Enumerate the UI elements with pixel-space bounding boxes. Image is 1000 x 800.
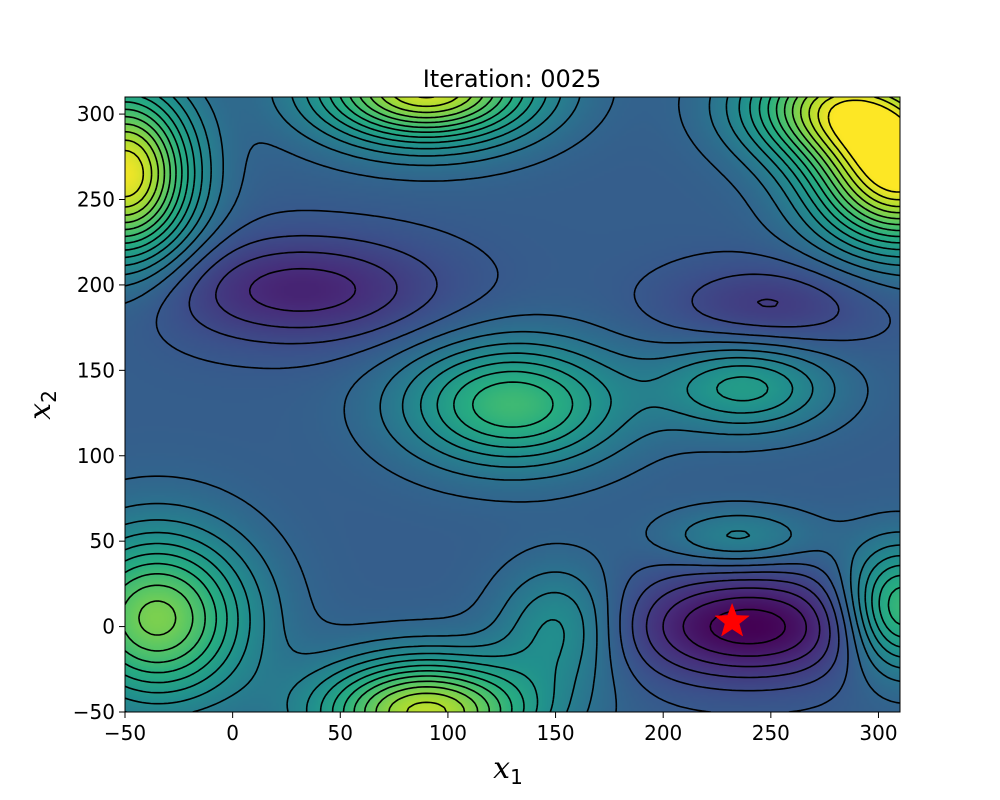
y-tick-label: −50	[73, 700, 115, 724]
contour-line	[125, 97, 900, 712]
x-tick-label: 150	[536, 721, 574, 745]
x-tick-label: 0	[226, 721, 239, 745]
y-tick-label: 150	[77, 358, 115, 382]
contour-line	[155, 209, 891, 712]
contour-line	[125, 97, 900, 712]
contour-line	[125, 97, 900, 712]
plot-area	[125, 97, 900, 712]
contour-line	[827, 99, 900, 193]
contour-line	[125, 97, 900, 712]
contour-line	[125, 97, 900, 712]
y-tick-label: 250	[77, 188, 115, 212]
x-tick-label: 200	[644, 721, 682, 745]
y-tick-label: 300	[77, 102, 115, 126]
y-tick-label: 100	[77, 444, 115, 468]
x-axis-label: x1	[493, 751, 523, 789]
contour-line	[248, 267, 821, 668]
heatmap-surface	[125, 97, 900, 712]
contour-line	[125, 97, 900, 712]
best-point-star-marker	[714, 602, 750, 637]
x-tick-label: 250	[752, 721, 790, 745]
contour-line	[125, 97, 900, 712]
contour-lines	[125, 97, 900, 712]
y-tick-label: 200	[77, 273, 115, 297]
y-axis-ticks: −50 0 50 100 150 200 250 300	[73, 102, 125, 724]
x-tick-label: −50	[104, 721, 146, 745]
contour-line	[125, 97, 900, 712]
y-tick-label: 0	[102, 615, 115, 639]
contour-line	[215, 251, 831, 679]
plot-frame	[124, 96, 901, 713]
x-axis-ticks: −50 0 50 100 150 200 250 300	[104, 712, 898, 745]
contour-line	[125, 97, 900, 712]
x-tick-label: 300	[859, 721, 897, 745]
y-axis-label: x2	[23, 390, 61, 420]
contour-line	[125, 97, 900, 712]
contour-line	[188, 234, 840, 692]
contour-line	[125, 97, 900, 201]
x-tick-label: 100	[429, 721, 467, 745]
plot-title: Iteration: 0025	[423, 65, 602, 93]
contour-line	[125, 97, 900, 712]
y-tick-label: 50	[90, 529, 115, 553]
x-tick-label: 50	[328, 721, 353, 745]
contour-line	[682, 596, 807, 657]
